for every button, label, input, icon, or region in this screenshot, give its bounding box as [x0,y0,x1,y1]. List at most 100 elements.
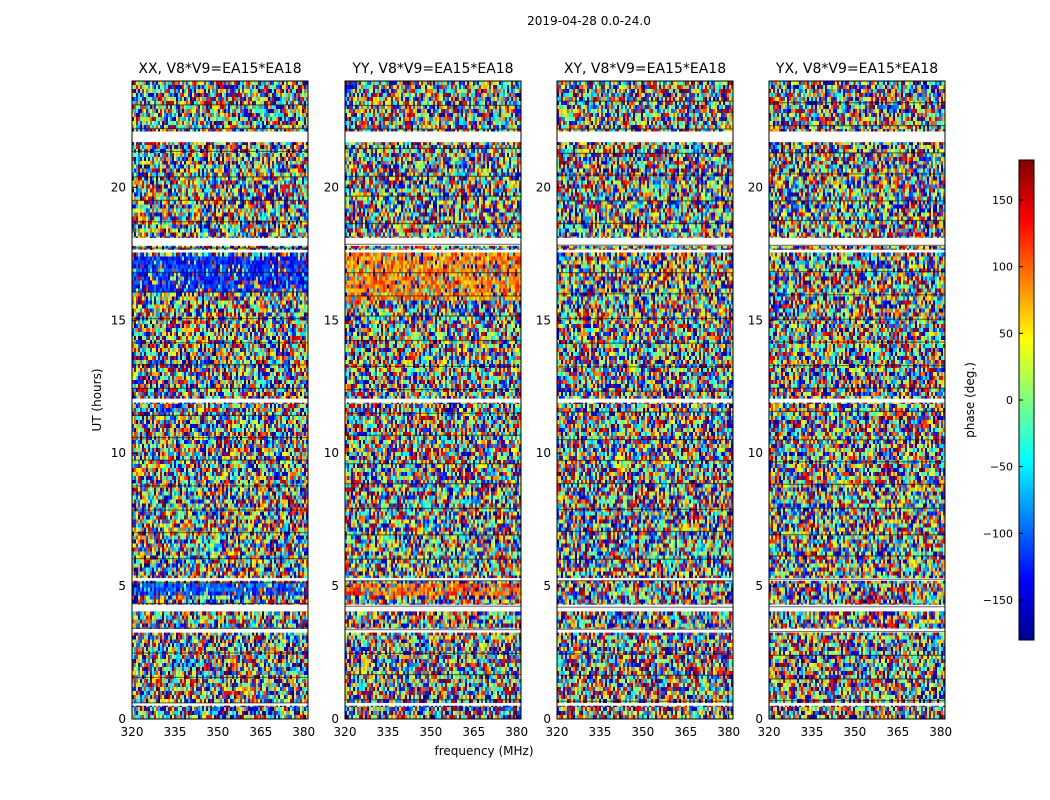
y-tick-label: 0 [543,712,551,726]
scan-boundary [345,195,521,197]
x-tick-label: 365 [249,725,272,739]
scan-boundary [769,410,945,413]
panel-1: XX, V8*V9=EA15*EA18 320 335 350 365 380 0 5 10 15… [90,61,315,739]
scan-boundary [132,485,308,487]
scan-boundary [557,390,733,392]
x-tick-label: 380 [717,725,740,739]
flagged-band [557,578,733,581]
flagged-band [557,703,733,706]
scan-boundary [345,673,521,676]
scan-boundary [345,605,521,607]
scan-boundary [769,244,945,246]
flagged-band [345,604,521,612]
flagged-band [345,249,521,253]
scan-boundary [557,606,733,608]
y-tick-label: 15 [748,313,763,327]
scan-boundary [557,174,733,176]
scan-boundary [557,293,733,295]
scan-boundary [557,200,733,202]
panel-title: XY, V8*V9=EA15*EA18 [564,61,726,77]
scan-boundary [557,128,733,130]
x-tick-label: 335 [376,725,399,739]
scan-boundary [769,102,945,104]
figure-suptitle: 2019-04-28 0.0-24.0 [527,14,651,28]
scan-boundary [557,482,733,485]
y-tick-label: 5 [118,579,126,593]
flagged-band [132,703,308,706]
scan-boundary [132,676,308,679]
y-tick-label: 10 [324,446,339,460]
x-tick-label: 335 [800,725,823,739]
x-tick-label: 320 [121,725,144,739]
x-tick-label: 350 [631,725,654,739]
colorbar-tick-label: 100 [992,261,1013,274]
x-tick-label: 380 [505,725,528,739]
scan-boundary [557,628,733,630]
scan-boundary [769,173,945,175]
scan-boundary [345,463,521,465]
flagged-band [769,249,945,253]
scan-boundary [557,530,733,533]
scan-boundary [557,438,733,441]
scan-boundary [345,558,521,560]
scan-boundary [557,222,733,225]
y-tick-label: 0 [331,712,339,726]
scan-boundary [132,436,308,439]
scan-boundary [557,411,733,413]
scan-boundary [345,699,521,701]
panel-2: YY, V8*V9=EA15*EA18 320 335 350 365 380 0 5 10 15… [324,61,534,758]
flagged-band [345,131,521,143]
flagged-band [132,249,308,253]
scan-boundary [557,674,733,676]
x-tick-label: 335 [163,725,186,739]
x-tick-label: 335 [588,725,611,739]
scan-boundary [769,364,945,367]
scan-boundary [132,602,308,605]
scan-boundary [769,461,945,463]
scan-boundary [132,291,308,293]
scan-boundary [132,150,308,152]
scan-boundary [132,627,308,630]
scan-boundary [345,412,521,414]
x-tick-label: 350 [843,725,866,739]
x-tick-label: 350 [206,725,229,739]
scan-boundary [769,507,945,509]
scan-boundary [132,221,308,223]
scan-boundary [345,339,521,342]
x-tick-label: 320 [758,725,781,739]
scan-boundary [345,222,521,225]
flagged-band [769,703,945,706]
flagged-band [345,237,521,246]
scan-boundary [345,147,521,150]
scan-boundary [345,365,521,368]
x-tick-label: 350 [419,725,442,739]
flagged-band [769,628,945,633]
x-tick-label: 365 [886,725,909,739]
colorbar-label: phase (deg.) [963,362,977,438]
flagged-band [557,628,733,633]
scan-boundary [345,534,521,536]
flagged-band [557,249,733,253]
flagged-band [345,398,521,403]
scan-boundary [769,341,945,343]
scan-boundary [769,270,945,273]
flagged-band [769,604,945,612]
y-tick-label: 10 [111,446,126,460]
scan-boundary [345,652,521,655]
panel-title: YX, V8*V9=EA15*EA18 [775,61,938,77]
scan-boundary [132,509,308,511]
scan-boundary [557,558,733,560]
flagged-band [769,237,945,246]
scan-boundary [769,699,945,702]
scan-boundary [132,582,308,584]
x-tick-label: 320 [334,725,357,739]
scan-boundary [345,434,521,436]
flagged-band [132,628,308,633]
scan-boundary [557,100,733,102]
scan-boundary [769,654,945,656]
scan-boundary [557,152,733,154]
colorbar-tick-label: −100 [983,527,1013,540]
scan-boundary [557,580,733,582]
scan-boundary [769,387,945,389]
